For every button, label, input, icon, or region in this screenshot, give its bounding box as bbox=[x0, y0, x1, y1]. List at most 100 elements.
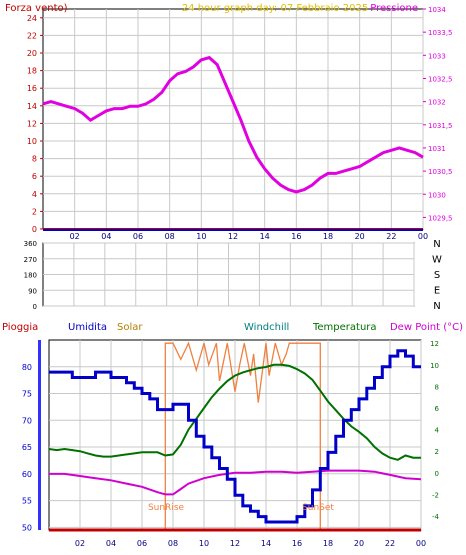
bottom-x-tick-label: 02 bbox=[75, 539, 85, 548]
top-left-tick-label: 24 bbox=[27, 14, 37, 23]
wind-compass-label: W bbox=[432, 255, 442, 266]
top-x-tick-label: 06 bbox=[133, 232, 143, 241]
top-left-tick-label: 12 bbox=[27, 119, 37, 128]
top-x-tick-label: 02 bbox=[70, 232, 80, 241]
top-right-tick-label: 1030 bbox=[428, 191, 446, 199]
top-x-tick-label: 00 bbox=[418, 232, 428, 241]
temperature-label: Temperatura bbox=[312, 322, 377, 333]
bottom-left-ticks: 50 55 60 65 70 75 80 bbox=[22, 363, 32, 533]
bottom-left-tick-label: 80 bbox=[22, 363, 32, 372]
bottom-x-tick-label: 04 bbox=[106, 539, 116, 548]
dewpoint-label: Dew Point (°C) bbox=[390, 322, 463, 333]
bottom-left-tick-label: 55 bbox=[22, 497, 32, 506]
bottom-x-tick-label: 06 bbox=[137, 539, 147, 548]
header-right-label: Pressione bbox=[370, 3, 418, 14]
bottom-right-tick-label: 0 bbox=[435, 470, 439, 478]
bottom-x-tick-label: 00 bbox=[416, 539, 426, 548]
bottom-right-tick-label: 10 bbox=[430, 362, 439, 370]
bottom-right-tick-label: 6 bbox=[435, 405, 440, 413]
top-right-tick-label: 1032 bbox=[428, 99, 446, 107]
wind-compass-label: E bbox=[434, 286, 440, 297]
rain-label: Pioggia bbox=[2, 322, 38, 333]
top-left-tick-label: 0 bbox=[32, 225, 37, 234]
sunset-annotation: SunSet bbox=[302, 503, 334, 513]
top-right-tick-label: 1034 bbox=[428, 6, 446, 14]
top-x-tick-label: 14 bbox=[260, 232, 270, 241]
wind-degree-ticks: 0 90 180 270 360 bbox=[24, 240, 37, 311]
header-left-label: Forza vento) bbox=[5, 3, 68, 14]
wind-compass-label: N bbox=[433, 239, 440, 250]
wind-compass-label: S bbox=[434, 270, 440, 281]
bottom-right-tick-label: 12 bbox=[430, 340, 439, 348]
bottom-left-tick-label: 75 bbox=[22, 390, 32, 399]
bottom-right-ticks: -4 -2 0 2 4 6 8 10 12 bbox=[430, 340, 439, 521]
bottom-right-tick-label: -4 bbox=[432, 513, 440, 521]
top-x-tick-label: 20 bbox=[355, 232, 365, 241]
top-grid bbox=[43, 9, 424, 230]
bottom-x-tick-label: 20 bbox=[354, 539, 364, 548]
top-left-tick-label: 10 bbox=[27, 137, 37, 146]
top-x-tick-label: 04 bbox=[101, 232, 111, 241]
top-left-tick-label: 6 bbox=[32, 172, 37, 181]
chart-title: 24 hour graph day: 07 Febbraio 2025 bbox=[182, 3, 368, 14]
top-right-tick-label: 1033 bbox=[428, 52, 446, 60]
top-right-tick-label: 1029,5 bbox=[428, 214, 453, 222]
top-right-tick-label: 1031 bbox=[428, 145, 446, 153]
top-right-tick-label: 1030,5 bbox=[428, 168, 453, 176]
bottom-series-line-0 bbox=[49, 349, 421, 524]
bottom-left-tick-label: 65 bbox=[22, 443, 32, 452]
top-x-ticks: 02 04 06 08 10 12 14 16 18 20 22 00 bbox=[70, 232, 429, 241]
top-series-line-0 bbox=[42, 55, 424, 194]
bottom-right-tick-label: 8 bbox=[435, 383, 439, 391]
wind-degree-label: 360 bbox=[24, 240, 37, 248]
top-left-tick-label: 4 bbox=[32, 190, 37, 199]
wind-degree-label: 90 bbox=[28, 287, 37, 295]
top-series bbox=[42, 55, 424, 231]
bottom-series-line-2 bbox=[49, 469, 422, 496]
top-x-tick-label: 16 bbox=[291, 232, 301, 241]
bottom-series-line-3 bbox=[49, 341, 421, 531]
bottom-x-ticks: 02 04 06 08 10 12 14 16 18 20 22 00 bbox=[75, 539, 426, 548]
top-right-tick-label: 1031,5 bbox=[428, 122, 453, 130]
wind-compass-label: N bbox=[433, 301, 440, 312]
bottom-x-tick-label: 22 bbox=[385, 539, 395, 548]
bottom-x-tick-label: 08 bbox=[168, 539, 178, 548]
top-x-tick-label: 22 bbox=[386, 232, 396, 241]
bottom-series bbox=[48, 341, 422, 532]
windchill-label: Windchill bbox=[244, 322, 289, 333]
wind-degree-label: 270 bbox=[24, 256, 37, 264]
bottom-left-tick-label: 70 bbox=[22, 416, 32, 425]
bottom-series-line-1 bbox=[48, 363, 421, 461]
top-right-ticks: 1029,5 1030 1030,5 1031 1031,5 1032 1032,5 1033… bbox=[423, 6, 453, 222]
top-left-tick-label: 20 bbox=[27, 49, 37, 58]
top-right-tick-label: 1033,5 bbox=[428, 29, 453, 37]
bottom-right-tick-label: -2 bbox=[432, 491, 439, 499]
top-x-tick-label: 10 bbox=[196, 232, 206, 241]
top-x-tick-label: 12 bbox=[228, 232, 238, 241]
top-x-tick-label: 08 bbox=[165, 232, 175, 241]
bottom-left-tick-label: 50 bbox=[22, 523, 32, 532]
bottom-x-tick-label: 18 bbox=[323, 539, 333, 548]
top-left-tick-label: 14 bbox=[27, 102, 37, 111]
sunrise-annotation: SunRise bbox=[148, 503, 185, 513]
bottom-right-tick-label: 2 bbox=[435, 448, 439, 456]
humidity-axis-bar bbox=[38, 340, 41, 530]
top-right-tick-label: 1032,5 bbox=[428, 75, 453, 83]
top-x-tick-label: 18 bbox=[323, 232, 333, 241]
bottom-left-tick-label: 60 bbox=[22, 470, 32, 479]
bottom-x-tick-label: 16 bbox=[292, 539, 302, 548]
bottom-x-tick-label: 12 bbox=[230, 539, 240, 548]
top-left-tick-label: 22 bbox=[27, 31, 37, 40]
solar-label: Solar bbox=[117, 322, 143, 333]
top-left-tick-label: 18 bbox=[27, 67, 37, 76]
bottom-x-tick-label: 14 bbox=[261, 539, 271, 548]
wind-grid bbox=[43, 242, 415, 307]
top-left-tick-label: 16 bbox=[27, 84, 37, 93]
bottom-right-tick-label: 4 bbox=[435, 427, 440, 435]
humidity-label: Umidita bbox=[68, 322, 107, 333]
wind-degree-label: 180 bbox=[24, 272, 37, 280]
bottom-x-tick-label: 10 bbox=[199, 539, 209, 548]
